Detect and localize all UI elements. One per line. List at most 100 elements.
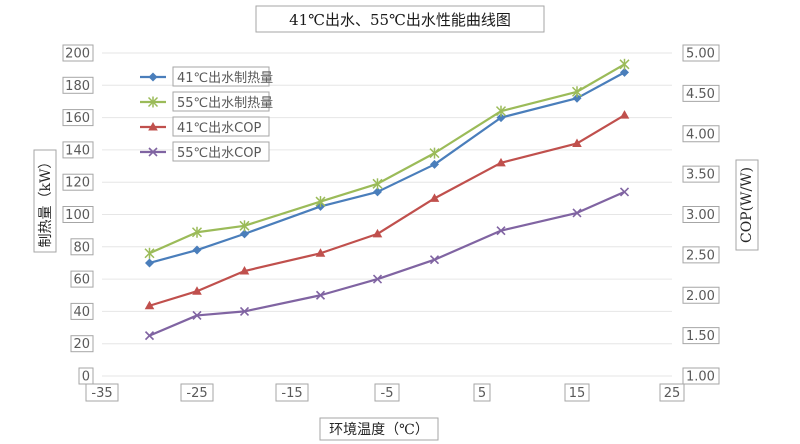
y2-tick-label: 1.50 — [686, 329, 715, 344]
data-point-star — [429, 147, 440, 159]
legend-label: 55℃出水制热量 — [177, 96, 273, 111]
y2-axis-label-group: COP(W/W) — [735, 159, 759, 251]
legend-item: 41℃出水制热量 — [140, 66, 273, 87]
series-group — [144, 58, 630, 259]
x-tick-label: 15 — [569, 386, 586, 401]
data-point-x — [148, 147, 158, 157]
legend-label: 41℃出水COP — [177, 121, 261, 136]
data-point-stroke — [429, 255, 440, 265]
data-point-diamond — [192, 245, 202, 255]
data-point-diamond — [373, 187, 382, 197]
y-axis-label: 制热量（kW） — [38, 155, 54, 248]
y2-tick-label: 3.50 — [686, 168, 715, 183]
legend-label-box — [172, 141, 270, 162]
y2-tick-label: 3.00 — [686, 208, 715, 223]
legend-item: 41℃出水COP — [140, 116, 270, 137]
x-tick-box — [473, 383, 491, 402]
data-point-stroke — [572, 208, 582, 218]
data-point-diamond — [145, 258, 154, 268]
series-group — [144, 187, 630, 341]
data-point-stroke — [148, 147, 158, 157]
y2-tick-box — [682, 246, 720, 264]
x-tick-label: -35 — [91, 386, 112, 401]
axes: 0 20 40 60 80 100 120 140 160 180 200 1.00 1.50 2.00 2… — [62, 44, 720, 402]
legend-item: 55℃出水COP — [140, 141, 270, 162]
data-point-stroke — [315, 290, 326, 300]
y-axis-label-group: 制热量（kW） — [33, 149, 57, 253]
x-tick-box — [374, 383, 400, 402]
y2-tick-label: 5.00 — [686, 47, 715, 62]
x-tick-label: -5 — [381, 386, 394, 401]
data-point-stroke — [372, 274, 383, 284]
data-point-triangle — [496, 157, 506, 167]
y-tick-box — [62, 141, 94, 159]
y2-tick-box — [682, 84, 720, 102]
x-axis-label-group: 环境温度（℃） — [319, 417, 439, 441]
y-tick-label: 0 — [82, 370, 90, 385]
x-tick-box — [85, 383, 119, 402]
y2-tick-box — [682, 44, 720, 62]
x-axis-label: 环境温度（℃） — [329, 422, 429, 438]
data-point-x — [315, 290, 326, 300]
legend-label: 55℃出水COP — [177, 146, 261, 161]
x-tick-box — [180, 383, 214, 402]
x-tick-label: -25 — [186, 386, 207, 401]
data-point-x — [496, 226, 506, 236]
data-point-x — [572, 208, 582, 218]
y-tick-box — [62, 44, 94, 62]
data-point-x — [619, 187, 630, 197]
y-tick-label: 200 — [65, 47, 90, 62]
y2-tick-box — [682, 206, 720, 223]
y-tick-box — [62, 76, 94, 94]
data-point-star — [315, 196, 326, 208]
data-point-star — [372, 178, 383, 190]
y-tick-box — [70, 270, 94, 288]
data-point-star — [571, 86, 583, 98]
data-point-triangle — [148, 122, 158, 131]
y-tick-box — [62, 173, 94, 191]
data-point-stroke — [239, 306, 250, 316]
series-line — [149, 190, 625, 337]
data-point-x — [144, 331, 155, 341]
data-point-x — [239, 306, 250, 316]
y2-tick-box — [682, 367, 720, 385]
data-point-star — [147, 96, 159, 108]
y-tick-label: 140 — [65, 143, 90, 158]
x-tick-label: 5 — [478, 386, 486, 401]
y-tick-box — [70, 335, 94, 353]
y-tick-label: 40 — [73, 305, 90, 320]
data-point-triangle — [192, 286, 202, 295]
y2-tick-label: 2.00 — [686, 289, 715, 304]
title-box — [255, 5, 545, 33]
chart-title: 41℃出水、55℃出水性能曲线图 — [289, 11, 511, 29]
data-point-star — [619, 58, 630, 70]
data-point-star — [191, 226, 203, 238]
data-point-triangle — [144, 300, 155, 310]
y-tick-label: 60 — [73, 273, 90, 288]
data-point-stroke — [192, 310, 202, 321]
y2-tick-box — [682, 165, 720, 183]
data-point-diamond — [240, 229, 249, 239]
y-tick-label: 80 — [73, 240, 90, 255]
y2-tick-label: 1.00 — [686, 370, 715, 385]
data-point-diamond — [430, 159, 439, 169]
data-point-triangle — [572, 138, 582, 147]
legend-label-box — [172, 66, 270, 87]
data-point-diamond — [148, 72, 158, 82]
data-point-triangle — [429, 193, 440, 202]
data-point-stroke — [496, 226, 506, 236]
series-group — [144, 110, 630, 310]
x-tick-label: 25 — [664, 386, 681, 401]
data-point-x — [372, 274, 383, 284]
data-point-stroke — [619, 187, 630, 197]
legend-item: 55℃出水制热量 — [140, 91, 273, 112]
data-point-diamond — [620, 67, 629, 77]
y-tick-label: 100 — [65, 208, 90, 223]
data-point-star — [144, 247, 155, 259]
x-tick-box — [564, 383, 590, 402]
y-tick-box — [62, 206, 94, 223]
y2-tick-box — [682, 125, 720, 143]
x-tick-box — [659, 383, 685, 402]
x-tick-box — [275, 383, 309, 402]
